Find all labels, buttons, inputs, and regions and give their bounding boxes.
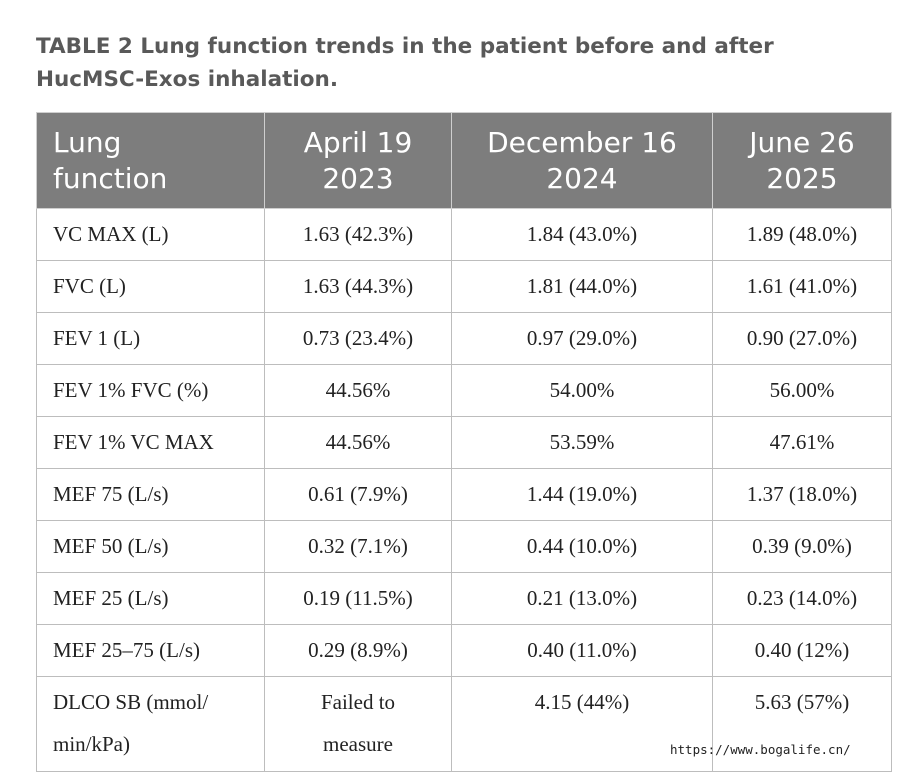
table-row: VC MAX (L) 1.63 (42.3%) 1.84 (43.0%) 1.8… xyxy=(36,208,892,261)
header-line: 2023 xyxy=(322,161,394,195)
header-line: June 26 xyxy=(749,125,855,159)
table-cell: 0.40 (12%) xyxy=(712,624,892,677)
table-cell: 1.63 (44.3%) xyxy=(264,260,452,313)
table-cell: Failed to measure xyxy=(264,676,452,772)
table-cell: 44.56% xyxy=(264,364,452,417)
row-label: DLCO SB (mmol/ min/kPa) xyxy=(36,676,265,772)
row-label: MEF 75 (L/s) xyxy=(36,468,265,521)
table-cell: 0.21 (13.0%) xyxy=(451,572,713,625)
row-label-line: DLCO SB (mmol/ xyxy=(53,690,209,714)
table-cell: 1.63 (42.3%) xyxy=(264,208,452,261)
row-label: FEV 1% FVC (%) xyxy=(36,364,265,417)
table-cell: 44.56% xyxy=(264,416,452,469)
header-line: April 19 xyxy=(303,125,413,159)
row-label: FVC (L) xyxy=(36,260,265,313)
header-december-2024: December 16 2024 xyxy=(451,112,713,209)
row-label: FEV 1% VC MAX xyxy=(36,416,265,469)
table-cell: 1.61 (41.0%) xyxy=(712,260,892,313)
table-cell: 0.97 (29.0%) xyxy=(451,312,713,365)
table-cell: 0.32 (7.1%) xyxy=(264,520,452,573)
table-cell: 0.39 (9.0%) xyxy=(712,520,892,573)
table-cell: 0.73 (23.4%) xyxy=(264,312,452,365)
table-cell: 1.81 (44.0%) xyxy=(451,260,713,313)
table-row: MEF 25 (L/s) 0.19 (11.5%) 0.21 (13.0%) 0… xyxy=(36,572,892,625)
table-cell: 0.19 (11.5%) xyxy=(264,572,452,625)
table-row: FVC (L) 1.63 (44.3%) 1.81 (44.0%) 1.61 (… xyxy=(36,260,892,313)
header-line: 2025 xyxy=(766,161,838,195)
row-label: MEF 50 (L/s) xyxy=(36,520,265,573)
header-row: Lung function April 19 2023 December 16 … xyxy=(36,112,892,209)
table-cell: 56.00% xyxy=(712,364,892,417)
table-caption: TABLE 2 Lung function trends in the pati… xyxy=(36,34,774,92)
table-cell: 1.84 (43.0%) xyxy=(451,208,713,261)
table-row: FEV 1% VC MAX 44.56% 53.59% 47.61% xyxy=(36,416,892,469)
table-cell: 1.37 (18.0%) xyxy=(712,468,892,521)
table-row: MEF 50 (L/s) 0.32 (7.1%) 0.44 (10.0%) 0.… xyxy=(36,520,892,573)
watermark-url: https://www.bogalife.cn/ xyxy=(670,742,851,757)
table-cell: 0.29 (8.9%) xyxy=(264,624,452,677)
lung-function-table: Lung function April 19 2023 December 16 … xyxy=(36,112,892,772)
row-label: VC MAX (L) xyxy=(36,208,265,261)
table-row: MEF 25–75 (L/s) 0.29 (8.9%) 0.40 (11.0%)… xyxy=(36,624,892,677)
cell-line: Failed to xyxy=(320,690,396,714)
header-april-2023: April 19 2023 xyxy=(264,112,452,209)
table-cell: 0.40 (11.0%) xyxy=(451,624,713,677)
table-row: DLCO SB (mmol/ min/kPa) Failed to measur… xyxy=(36,676,892,772)
row-label-line: min/kPa) xyxy=(53,732,130,756)
table-cell: 0.61 (7.9%) xyxy=(264,468,452,521)
table-cell: 4.15 (44%) xyxy=(451,676,713,772)
table-cell: 0.44 (10.0%) xyxy=(451,520,713,573)
header-line: function xyxy=(53,161,168,195)
table-cell: 1.44 (19.0%) xyxy=(451,468,713,521)
table-cell: 47.61% xyxy=(712,416,892,469)
table-row: MEF 75 (L/s) 0.61 (7.9%) 1.44 (19.0%) 1.… xyxy=(36,468,892,521)
row-label: MEF 25–75 (L/s) xyxy=(36,624,265,677)
header-line: 2024 xyxy=(546,161,618,195)
header-line: Lung xyxy=(53,125,122,159)
cell-line: measure xyxy=(323,732,393,756)
row-label: FEV 1 (L) xyxy=(36,312,265,365)
table-cell: 5.63 (57%) xyxy=(712,676,892,772)
table-row: FEV 1 (L) 0.73 (23.4%) 0.97 (29.0%) 0.90… xyxy=(36,312,892,365)
header-lung-function: Lung function xyxy=(36,112,265,209)
header-june-2025: June 26 2025 xyxy=(712,112,892,209)
table-cell: 1.89 (48.0%) xyxy=(712,208,892,261)
table-cell: 0.90 (27.0%) xyxy=(712,312,892,365)
row-label: MEF 25 (L/s) xyxy=(36,572,265,625)
table-cell: 53.59% xyxy=(451,416,713,469)
table-cell: 54.00% xyxy=(451,364,713,417)
header-line: December 16 xyxy=(487,125,677,159)
table-cell: 0.23 (14.0%) xyxy=(712,572,892,625)
table-row: FEV 1% FVC (%) 44.56% 54.00% 56.00% xyxy=(36,364,892,417)
